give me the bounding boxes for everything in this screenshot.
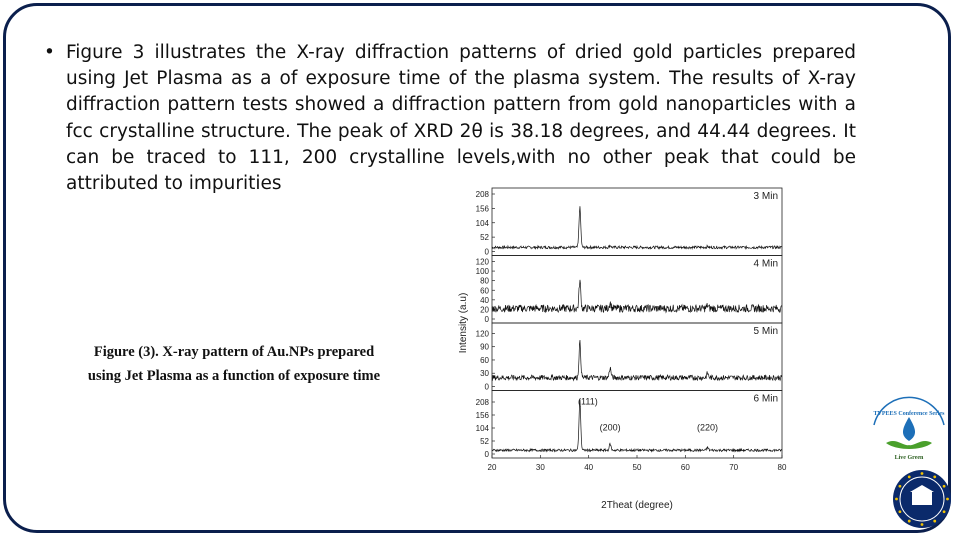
x-tick-label: 30 [536,463,545,472]
seal-star-icon [946,497,949,501]
seal-star-icon [907,475,911,479]
y-tick-label: 0 [485,383,490,392]
y-tick-label: 104 [476,424,490,433]
x-tick-label: 70 [729,463,738,472]
x-tick-label: 50 [633,463,642,472]
xrd-series-line [491,206,783,251]
caption-line-1: Figure (3). X-ray pattern of Au.NPs prep… [93,344,375,360]
y-tick-label: 52 [480,233,489,242]
x-tick-label: 40 [584,463,593,472]
x-tick-label: 60 [681,463,690,472]
seal-star-icon [920,523,924,526]
peak-label: (111) [578,397,598,407]
figure-caption: Figure (3). X-ray pattern of Au.NPs prep… [44,340,424,388]
seal-star-icon [933,519,937,523]
conference-logos: TVPEES Conference Series Live Green [873,396,951,528]
panel-label: 4 Min [754,259,778,270]
bullet-dot: • [44,42,55,63]
x-tick-label: 80 [778,463,787,472]
panel-frame [491,390,783,459]
y-tick-label: 156 [476,411,490,420]
y-tick-label: 0 [485,248,490,257]
y-tick-label: 52 [480,437,489,446]
bullet-paragraph: • Figure 3 illustrates the X-ray diffrac… [44,40,856,197]
badge-title: TVPEES Conference Series [874,411,946,417]
y-tick-label: 156 [476,204,490,213]
university-seal-logo [893,470,951,528]
seal-star-icon [898,510,902,514]
xrd-series-line [491,339,783,382]
caption-line-2: using Jet Plasma as a function of exposu… [87,368,381,384]
y-tick-label: 80 [480,277,489,286]
y-tick-label: 90 [480,343,489,352]
seal-star-icon [895,497,898,501]
y-tick-label: 0 [485,450,490,459]
xrd-series-line [491,279,783,314]
y-tick-label: 208 [476,398,490,407]
leaf-icon [886,441,932,449]
y-tick-label: 60 [480,356,489,365]
seal-star-icon [942,510,946,514]
panel-label: 3 Min [754,191,778,202]
x-tick-label: 20 [488,463,497,472]
y-tick-label: 40 [480,296,489,305]
peak-label: (220) [697,423,718,433]
y-tick-label: 120 [476,258,490,267]
water-drop-icon [902,417,916,441]
panel-label: 5 Min [754,326,778,337]
seal-star-icon [898,484,902,488]
y-tick-label: 208 [476,190,490,199]
slide-frame [3,3,951,533]
xrd-series-line [491,399,783,453]
badge-subtitle: Live Green [895,455,924,461]
y-tick-label: 20 [480,305,489,314]
seal-star-icon [920,472,924,475]
y-axis-label: Intensity (a.u) [458,293,469,354]
panel-frame [491,255,783,324]
paragraph-text: Figure 3 illustrates the X-ray diffracti… [66,42,856,195]
seal-star-icon [933,475,937,479]
x-axis-label: 2Theat (degree) [601,500,673,511]
conference-badge-logo: TVPEES Conference Series Live Green [873,396,946,461]
peak-label: (200) [600,423,621,433]
panel-label: 6 Min [754,394,778,405]
seal-star-icon [907,519,911,523]
y-tick-label: 60 [480,286,489,295]
seal-star-icon [942,484,946,488]
y-tick-label: 104 [476,219,490,228]
y-tick-label: 0 [485,315,490,324]
y-tick-label: 120 [476,329,490,338]
y-tick-label: 100 [476,267,490,276]
y-tick-label: 30 [480,369,489,378]
